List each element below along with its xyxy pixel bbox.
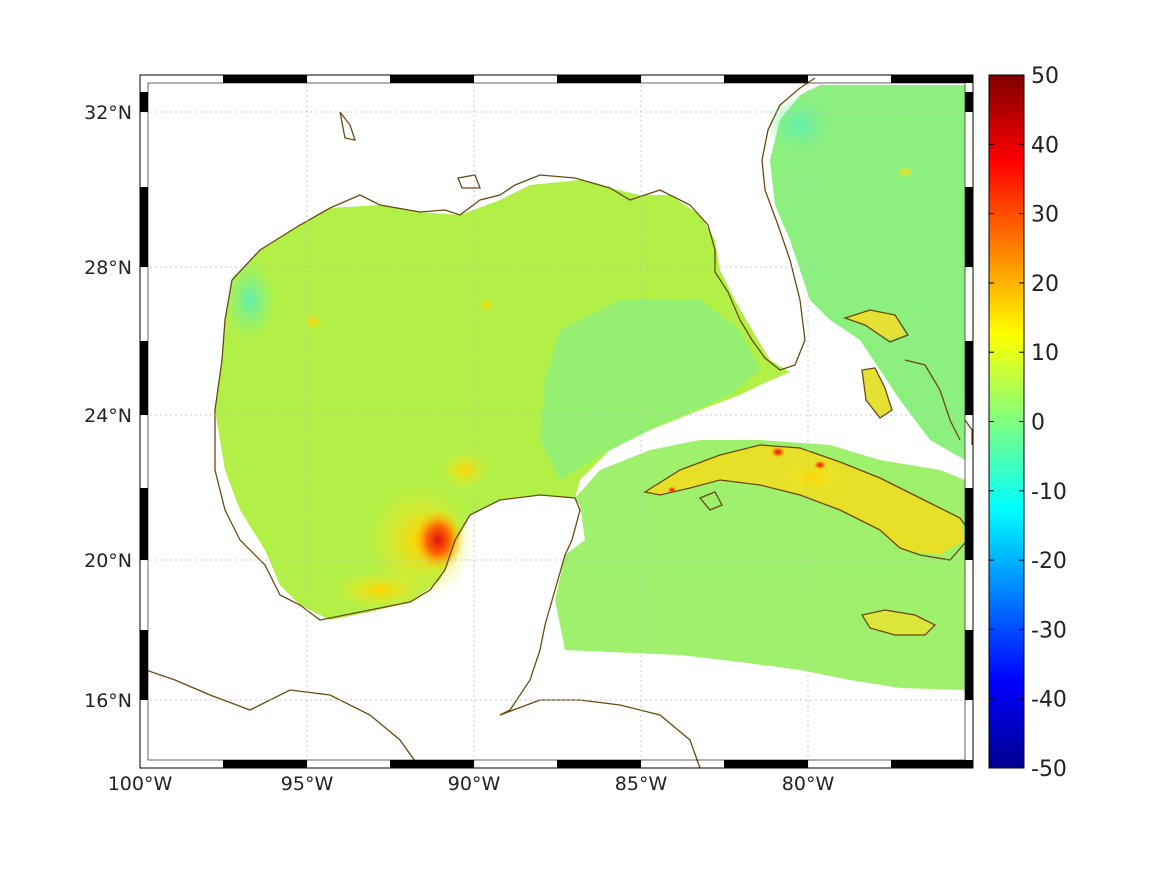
lat-tick-label: 24°N <box>84 405 132 427</box>
colorbar-tick-label: 20 <box>1031 272 1059 297</box>
cool-anomaly <box>225 260 275 340</box>
colorbar-ticks: 50 40 30 20 10 0 -10 -20 -30 -40 -50 <box>989 64 1067 782</box>
coastline-lake <box>339 111 356 141</box>
colorbar-tick-label: 50 <box>1031 64 1059 89</box>
warm-anomaly <box>782 460 842 496</box>
colorbar-tick-label: 40 <box>1031 133 1059 158</box>
coastline-mexico <box>214 279 581 716</box>
lat-tick-label: 16°N <box>84 690 132 712</box>
coastline-isle-of-youth <box>698 491 723 511</box>
lat-tick-label: 20°N <box>84 550 132 572</box>
hot-anomaly <box>813 460 827 470</box>
ocean-field-east-gulf <box>540 300 760 480</box>
cool-anomaly <box>765 95 835 155</box>
colorbar-tick-label: -40 <box>1031 688 1067 713</box>
lon-tick-label: 100°W <box>108 773 173 795</box>
bahamas-field <box>862 368 892 418</box>
colorbar-tick-label: 0 <box>1031 411 1045 436</box>
coastline-bahamas <box>861 367 893 419</box>
colorbar-gradient <box>988 74 1025 769</box>
ocean-field-gulf <box>215 180 790 620</box>
coastline-gulf <box>231 77 816 371</box>
graticule <box>140 75 973 768</box>
coastline-hispaniola <box>964 419 973 445</box>
coastline-jamaica <box>860 609 937 636</box>
coastline-lake <box>457 174 481 189</box>
bahamas-field <box>845 310 905 340</box>
cuba-field <box>645 445 965 555</box>
lon-tick-label: 90°W <box>448 773 501 795</box>
hot-anomaly <box>412 508 464 572</box>
warm-anomaly <box>897 166 913 178</box>
lon-tick-label: 95°W <box>281 773 334 795</box>
coastline-bahamas <box>842 309 909 343</box>
warm-anomaly <box>479 298 495 312</box>
colorbar-tick-label: 30 <box>1031 203 1059 228</box>
ocean-field-atlantic <box>770 85 965 460</box>
map-frame <box>139 74 974 769</box>
warm-anomaly <box>440 450 490 490</box>
warm-anomaly <box>330 570 430 610</box>
colorbar-tick-label: -20 <box>1031 549 1067 574</box>
colorbar-tick-label: 10 <box>1031 341 1059 366</box>
lat-axis: 32°N 28°N 24°N 20°N 16°N <box>84 102 132 712</box>
colorbar-tick-label: -50 <box>1031 757 1067 782</box>
coastline-central-america <box>140 667 421 768</box>
lon-tick-label: 85°W <box>615 773 668 795</box>
lon-axis: 100°W 95°W 90°W 85°W 80°W <box>108 773 835 795</box>
warm-anomaly <box>303 313 323 331</box>
hot-anomaly <box>770 446 786 458</box>
colorbar-tick-label: -30 <box>1031 618 1067 643</box>
colorbar: 50 40 30 20 10 0 -10 -20 -30 -40 -50 <box>988 64 1067 782</box>
lat-tick-label: 32°N <box>84 102 132 124</box>
colorbar-tick-label: -10 <box>1031 480 1067 505</box>
lat-tick-label: 28°N <box>84 257 132 279</box>
coastline-bahamas <box>904 359 961 441</box>
map-area <box>140 75 973 768</box>
lon-tick-label: 80°W <box>782 773 835 795</box>
